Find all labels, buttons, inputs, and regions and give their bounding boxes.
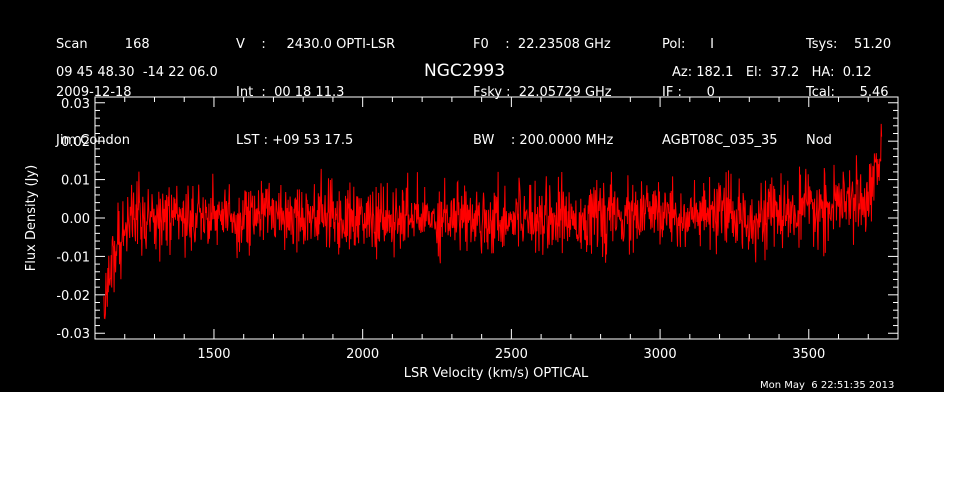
lst-label: LST : +09 53 17.5 xyxy=(236,133,354,148)
y-tick-label: -0.03 xyxy=(56,327,90,342)
x-tick-label: 2500 xyxy=(495,347,528,362)
x-tick-label: 2000 xyxy=(346,347,379,362)
y-tick-label: -0.01 xyxy=(56,250,90,265)
header-tsys-block: Tsys: 51.20 Tcal: 5.46 Nod xyxy=(806,5,891,181)
pointing-label: Az: 182.1 El: 37.2 HA: 0.12 xyxy=(672,65,872,80)
header-frequency-block: F0 : 22.23508 GHz Fsky : 22.05729 GHz BW… xyxy=(473,5,613,181)
velocity-label: V : 2430.0 OPTI-LSR xyxy=(236,37,396,52)
tcal-label: Tcal: 5.46 xyxy=(806,85,889,100)
x-tick-label: 1500 xyxy=(197,347,230,362)
scan-label: Scan 168 xyxy=(56,37,150,52)
y-tick-label: -0.02 xyxy=(56,289,90,304)
header-velocity-block: V : 2430.0 OPTI-LSR Int : 00 18 11.3 LST… xyxy=(236,5,395,181)
integration-label: Int : 00 18 11.3 xyxy=(236,85,345,100)
fsky-label: Fsky : 22.05729 GHz xyxy=(473,85,612,100)
f0-label: F0 : 22.23508 GHz xyxy=(473,37,611,52)
header-scan-block: Scan 168 2009-12-18 Jim Condon xyxy=(56,5,150,181)
x-tick-label: 3500 xyxy=(792,347,825,362)
plot-panel: Scan 168 2009-12-18 Jim Condon V : 2430.… xyxy=(0,0,944,392)
observer-label: Jim Condon xyxy=(56,133,130,148)
date-label: 2009-12-18 xyxy=(56,85,132,100)
tick-layer: 1500 2000 2500 3000 3500 0.03 0.02 0.01 0.00 -0.0… xyxy=(56,97,898,362)
y-tick-label: 0.01 xyxy=(61,174,90,189)
x-axis-title: LSR Velocity (km/s) OPTICAL xyxy=(404,366,589,381)
tsys-label: Tsys: 51.20 xyxy=(806,37,892,52)
bandwidth-label: BW : 200.0000 MHz xyxy=(473,133,614,148)
y-tick-label: 0.00 xyxy=(61,212,90,227)
y-axis-title: Flux Density (Jy) xyxy=(24,165,39,271)
project-label: AGBT08C_035_35 xyxy=(662,133,778,148)
coordinates-label: 09 45 48.30 -14 22 06.0 xyxy=(56,65,218,80)
y-tick-label: 0.02 xyxy=(61,135,90,150)
pol-label: Pol: I xyxy=(662,37,714,52)
mode-label: Nod xyxy=(806,133,832,148)
if-label: IF : 0 xyxy=(662,85,715,100)
header-pol-block: Pol: I IF : 0 AGBT08C_035_35 xyxy=(662,5,778,181)
y-tick-label: 0.03 xyxy=(61,97,90,112)
timestamp: Mon May 6 22:51:35 2013 xyxy=(760,380,895,391)
spectrum-chart: 1500 2000 2500 3000 3500 0.03 0.02 0.01 0.00 -0.0… xyxy=(24,96,899,381)
trace-layer xyxy=(103,123,883,320)
spectrum-trace xyxy=(103,123,883,320)
plot-frame xyxy=(94,96,899,340)
source-name: NGC2993 xyxy=(424,61,506,81)
x-tick-label: 3000 xyxy=(644,347,677,362)
